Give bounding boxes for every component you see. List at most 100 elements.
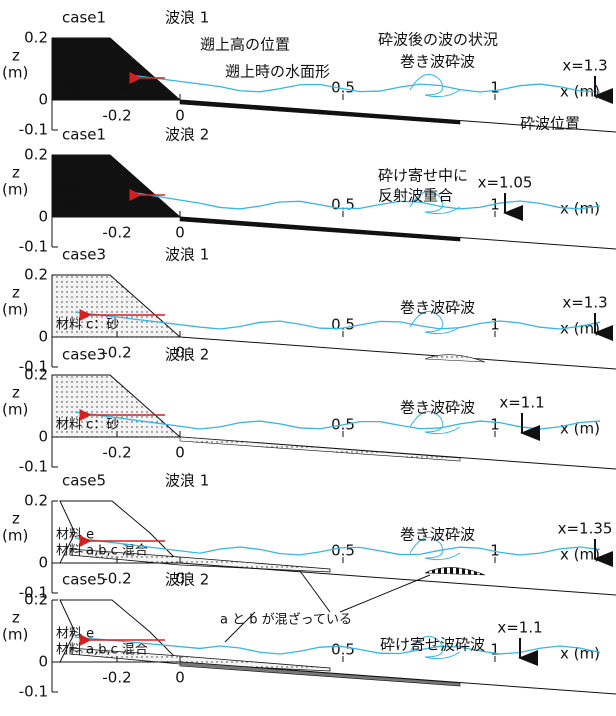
wave-label: 波浪 1 <box>165 9 209 27</box>
y-tick-label: 0.2 <box>24 29 48 47</box>
annotation: 反射波重合 <box>378 187 453 205</box>
x-tick-label: -0.2 <box>102 444 131 462</box>
x-tick-label: -0.2 <box>102 570 131 588</box>
case-label: case3 <box>62 346 106 364</box>
x-tick-label: 0.5 <box>331 542 355 560</box>
wave-label: 波浪 2 <box>165 571 209 589</box>
y-tick-label: -0.1 <box>19 458 48 476</box>
z-unit: (m) <box>2 626 28 644</box>
y-tick-label: -0.1 <box>19 683 48 701</box>
annotation: 巻き波砕波 <box>400 526 475 544</box>
z-label: z <box>12 164 20 182</box>
leader <box>300 571 330 612</box>
x-tick-label: 1 <box>490 641 500 659</box>
material-label: 材料 c：砂 <box>56 418 119 433</box>
material-label: 材料 a <box>56 182 94 197</box>
annotation: 遡上高の位置 <box>200 36 290 54</box>
x-tick-label: -0.2 <box>102 669 131 687</box>
deposit <box>180 662 460 686</box>
z-label: z <box>12 384 20 402</box>
z-unit: (m) <box>2 64 28 82</box>
annotation: 遡上時の水面形 <box>225 63 330 81</box>
case-label: case1 <box>62 126 106 144</box>
shared-note: a と b が混ざっている <box>220 612 352 628</box>
z-label: z <box>12 47 20 65</box>
y-tick-label: 0 <box>38 653 48 671</box>
z-unit: (m) <box>2 301 28 319</box>
annotation: 砕波位置 <box>520 115 580 133</box>
y-tick-label: 0 <box>38 91 48 109</box>
z-unit: (m) <box>2 527 28 545</box>
wave-label: 波浪 1 <box>165 246 209 264</box>
x-tick-label: 1 <box>490 416 500 434</box>
break-label: x=1.3 <box>562 294 607 312</box>
case-label: case5 <box>62 472 106 490</box>
x-tick-label: 0.5 <box>331 641 355 659</box>
break-label: x=1.1 <box>499 394 544 412</box>
deposit <box>425 567 485 575</box>
x-tick-label: 1 <box>490 316 500 334</box>
x-tick-label: 0.5 <box>331 316 355 334</box>
y-tick-label: -0.1 <box>19 238 48 256</box>
break-label: x=1.05 <box>478 174 533 192</box>
y-tick-label: 0 <box>38 328 48 346</box>
wave-label: 波浪 2 <box>165 346 209 364</box>
z-label: z <box>12 609 20 627</box>
material-label: 材料 a,b,c 混合 <box>56 643 148 658</box>
deposit <box>180 437 460 461</box>
bed-line <box>52 337 616 369</box>
bed-line <box>52 437 616 469</box>
material-label: 中礫 <box>56 197 82 213</box>
z-label: z <box>12 510 20 528</box>
annotation: 砕け寄せ波砕波 <box>380 636 485 654</box>
x-tick-label: 0 <box>175 444 185 462</box>
y-tick-label: 0 <box>38 428 48 446</box>
z-label: z <box>12 284 20 302</box>
z-unit: (m) <box>2 181 28 199</box>
material-label: 材料 c：砂 <box>56 318 119 333</box>
deposit <box>180 100 460 124</box>
x-tick-label: 1 <box>490 79 500 97</box>
y-tick-label: 0.2 <box>24 492 48 510</box>
water-surface <box>130 75 600 92</box>
bed-line <box>52 662 616 694</box>
case-label: case5 <box>62 571 106 589</box>
case-label: case3 <box>62 246 106 264</box>
bed-line <box>52 217 616 249</box>
material-label: 材料 a：中礫 <box>56 80 133 96</box>
y-tick-label: 0.2 <box>24 266 48 284</box>
y-tick-label: 0.2 <box>24 146 48 164</box>
x-tick-label: 0 <box>175 107 185 125</box>
case-label: case1 <box>62 9 106 27</box>
x-tick-label: -0.2 <box>102 107 131 125</box>
x-tick-label: -0.2 <box>102 344 131 362</box>
annotation: 巻き波砕波 <box>400 299 475 317</box>
y-tick-label: 0 <box>38 554 48 572</box>
bed-line <box>52 563 616 595</box>
break-label: x=1.1 <box>497 619 542 637</box>
break-label: x=1.3 <box>562 57 607 75</box>
wave-label: 波浪 2 <box>165 126 209 144</box>
break-label: x=1.35 <box>558 520 613 538</box>
x-tick-label: 0 <box>175 669 185 687</box>
water-surface <box>130 192 600 209</box>
wave-label: 波浪 1 <box>165 472 209 490</box>
annotation: 砕波後の波の状況 <box>378 31 498 49</box>
annotation: 巻き波砕波 <box>400 53 475 71</box>
x-tick-label: 0 <box>175 224 185 242</box>
x-tick-label: 0.5 <box>331 196 355 214</box>
x-tick-label: -0.2 <box>102 224 131 242</box>
deposit <box>180 217 460 241</box>
y-tick-label: 0.2 <box>24 591 48 609</box>
y-tick-label: 0.2 <box>24 366 48 384</box>
y-tick-label: -0.1 <box>19 121 48 139</box>
material-label: 材料 e <box>56 627 94 642</box>
annotation: 砕け寄せ中に <box>378 167 468 185</box>
annotation: 巻き波砕波 <box>400 399 475 417</box>
y-tick-label: 0 <box>38 208 48 226</box>
leader <box>340 575 430 612</box>
